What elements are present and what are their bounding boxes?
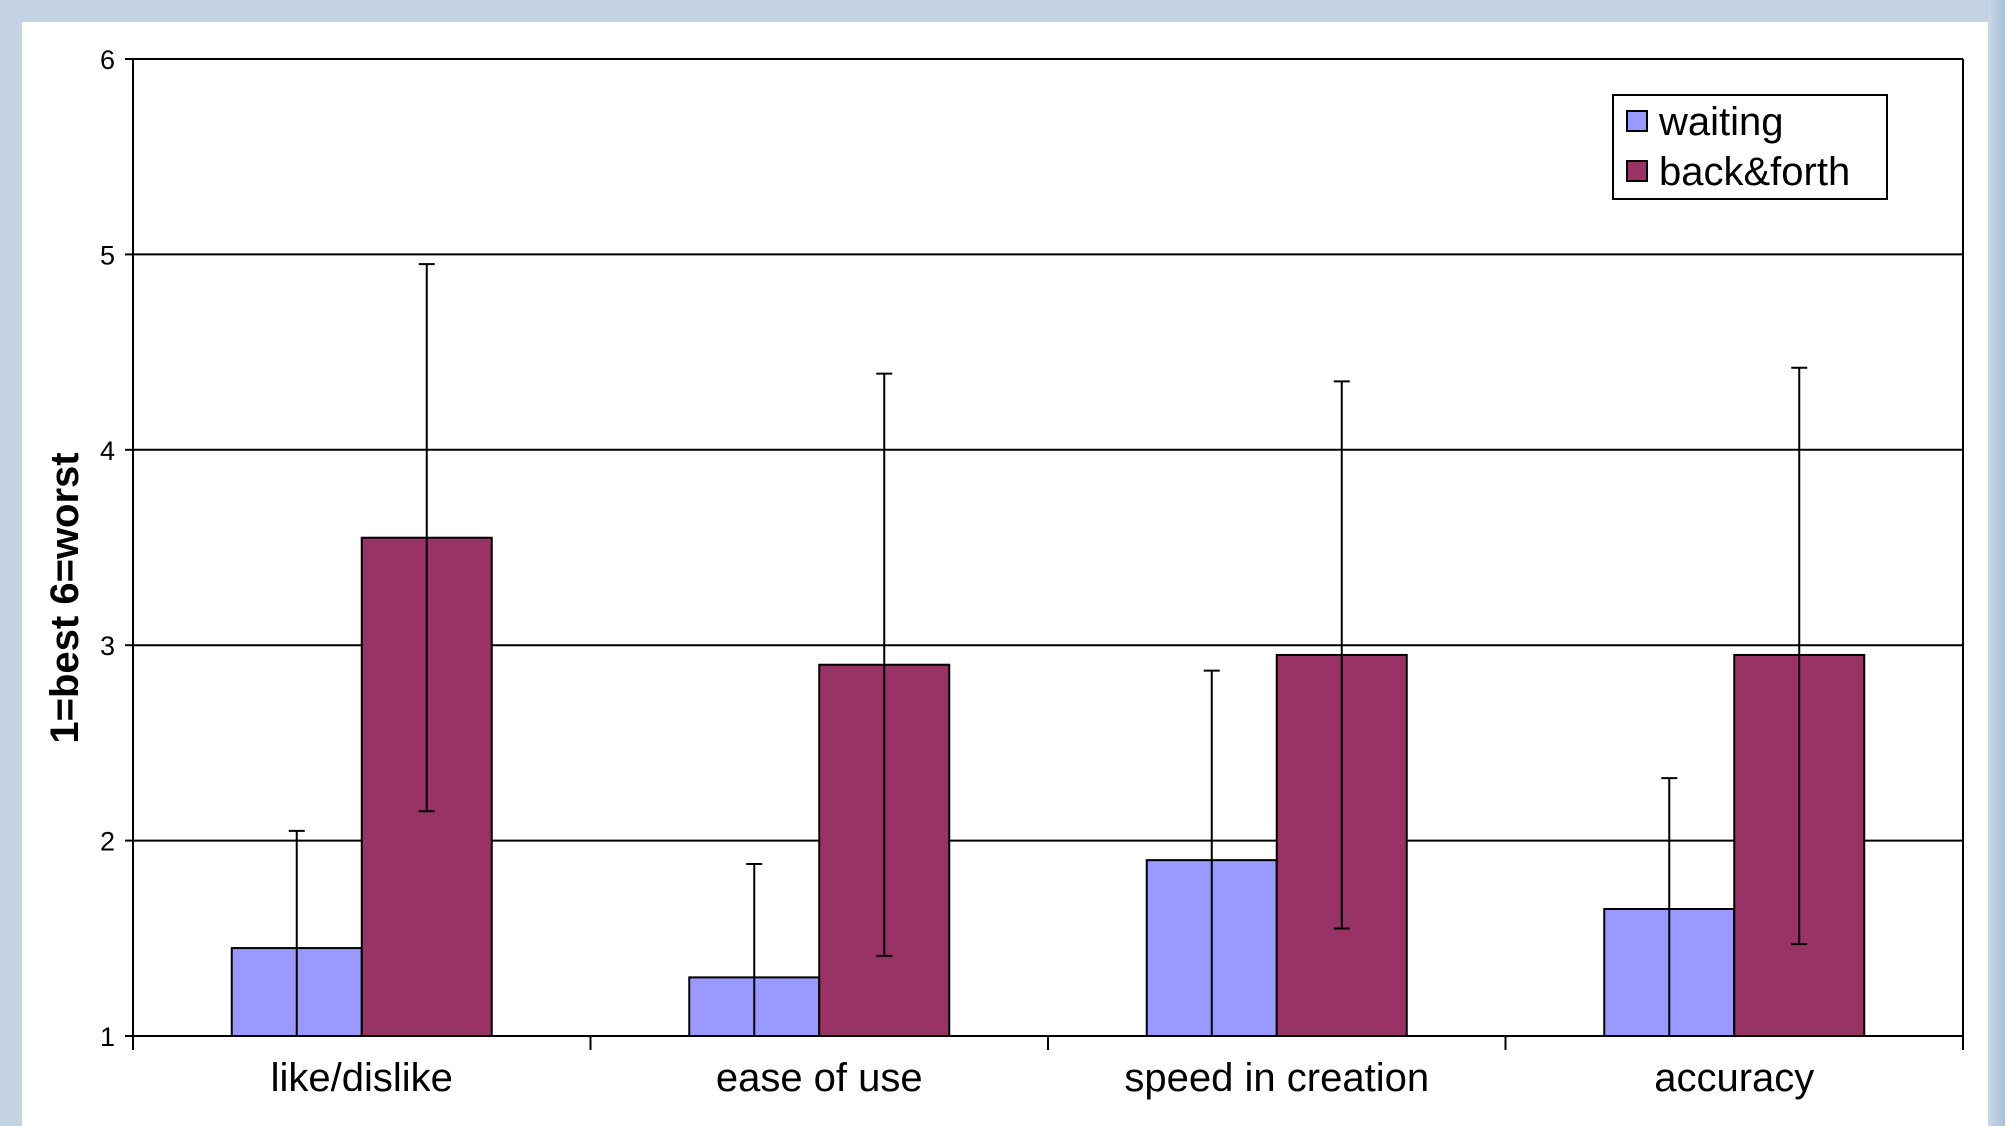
- y-tick-label: 4: [100, 436, 115, 466]
- y-tick-label: 2: [100, 827, 115, 857]
- x-category-label: speed in creation: [1124, 1056, 1429, 1100]
- y-tick-label: 3: [100, 631, 115, 661]
- legend-label: waiting: [1658, 100, 1784, 144]
- x-category-label: like/dislike: [271, 1056, 453, 1100]
- y-tick-labels: 1 2 3 4 5 6: [100, 45, 115, 1052]
- y-tick-label: 1: [100, 1022, 115, 1052]
- legend: waiting back&forth: [1612, 94, 1888, 200]
- legend-label: back&forth: [1659, 150, 1850, 194]
- x-category-label: ease of use: [716, 1056, 923, 1100]
- error-bars: [288, 263, 1808, 1036]
- legend-swatch: [1626, 110, 1648, 132]
- y-tick-label: 5: [100, 240, 115, 270]
- x-category-labels: like/dislike ease of use speed in creation…: [271, 1056, 1815, 1100]
- window-edge: [1988, 0, 2005, 1126]
- bars: [230, 536, 1866, 1038]
- y-axis-title: 1=best 6=worst: [43, 452, 87, 743]
- axes: [125, 58, 1964, 1050]
- legend-swatch: [1626, 160, 1648, 182]
- y-tick-label: 6: [100, 45, 115, 75]
- legend-box: [1612, 94, 1888, 200]
- x-category-label: accuracy: [1654, 1056, 1814, 1100]
